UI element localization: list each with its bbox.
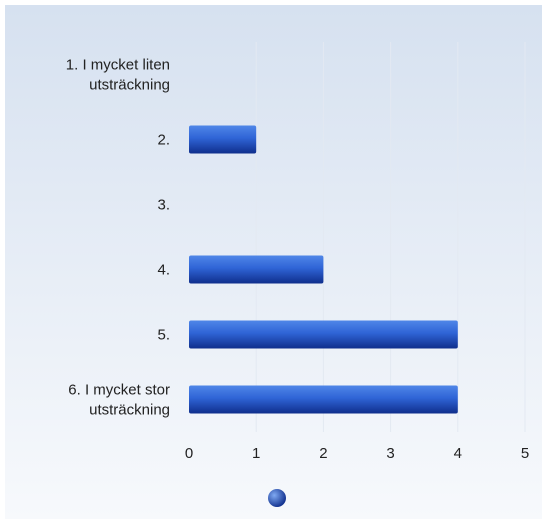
gridlines bbox=[255, 42, 526, 432]
bar-2 bbox=[189, 125, 257, 154]
category-label-5: 5. bbox=[157, 327, 170, 344]
category-label-1: 1. I mycket liten utsträckning bbox=[66, 57, 170, 94]
x-tick-1: 1 bbox=[252, 445, 260, 462]
category-label-2: 2. bbox=[157, 132, 170, 149]
x-tick-0: 0 bbox=[185, 445, 193, 462]
x-tick-3: 3 bbox=[386, 445, 394, 462]
bar-4 bbox=[189, 255, 324, 284]
bars bbox=[189, 125, 458, 414]
category-labels: 1. I mycket liten utsträckning 2. 3. 4. 5. 6. … bbox=[66, 57, 170, 419]
x-tick-4: 4 bbox=[454, 445, 462, 462]
x-tick-2: 2 bbox=[319, 445, 327, 462]
legend-marker-icon bbox=[268, 489, 286, 507]
category-label-3: 3. bbox=[157, 197, 170, 214]
x-axis-tick-labels: 0 1 2 3 4 5 bbox=[185, 445, 529, 462]
category-label-4: 4. bbox=[157, 262, 170, 279]
category-label-6: 6. I mycket stor utsträckning bbox=[68, 382, 170, 419]
x-tick-5: 5 bbox=[521, 445, 529, 462]
bar-5 bbox=[189, 320, 458, 349]
bar-6 bbox=[189, 385, 458, 414]
